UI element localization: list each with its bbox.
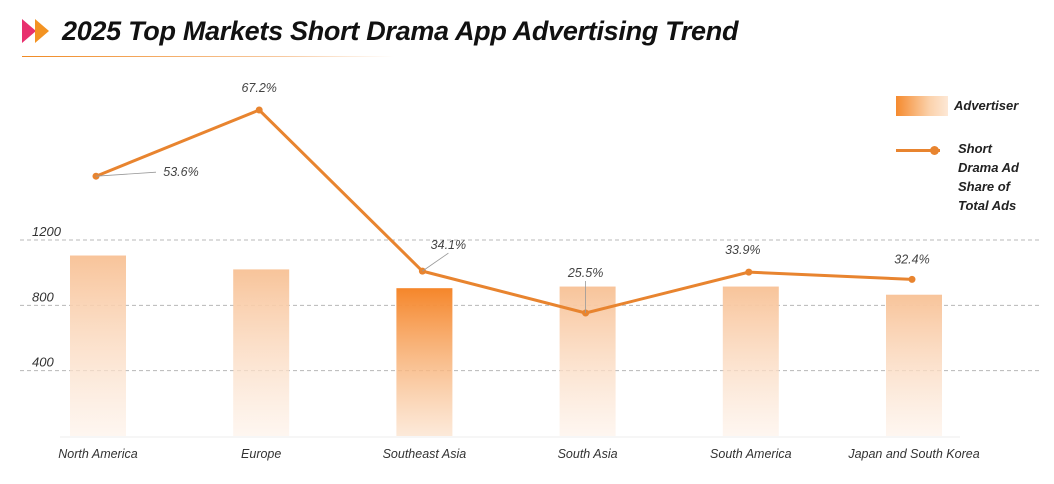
bar-series [70, 255, 942, 436]
bar [233, 269, 290, 436]
x-category-label: Japan and South Korea [847, 447, 979, 461]
y-tick-label: 400 [32, 355, 54, 370]
label-leader-line [422, 252, 449, 272]
label-leader-line [95, 171, 157, 177]
x-category-label: Southeast Asia [383, 447, 467, 461]
data-labels: 53.6% 67.2% 34.1% 25.5% 33.9% 32.4% [95, 81, 930, 313]
legend: Advertiser Short Drama Ad Share of Total… [896, 96, 1046, 215]
line-point [908, 275, 916, 283]
legend-bar-swatch [896, 96, 948, 116]
x-category-label: Europe [241, 447, 281, 461]
bar [70, 255, 126, 436]
bar [396, 288, 453, 436]
legend-label-advertiser: Advertiser [954, 98, 1019, 113]
line-series [92, 106, 916, 317]
data-label: 53.6% [163, 165, 198, 179]
line-point [255, 106, 263, 114]
x-axis-categories: North America Europe Southeast Asia South A… [58, 447, 979, 461]
data-label: 34.1% [431, 238, 466, 252]
legend-label-share: Short Drama Ad Share of Total Ads [958, 141, 1019, 213]
bar [886, 294, 942, 436]
data-label: 32.4% [894, 252, 929, 266]
x-category-label: South Asia [558, 447, 618, 461]
data-label: 33.9% [725, 243, 760, 257]
legend-item-advertiser: Advertiser [896, 96, 1046, 116]
share-line [95, 108, 913, 315]
line-point [745, 268, 753, 276]
bar [722, 286, 779, 436]
y-tick-label: 800 [32, 289, 54, 304]
x-category-label: North America [58, 447, 137, 461]
y-tick-label: 1200 [32, 224, 62, 239]
chart-title: 2025 Top Markets Short Drama App Adverti… [62, 15, 739, 46]
grid-lines [20, 239, 1040, 438]
brand-logo-icon [22, 19, 49, 43]
data-label: 67.2% [241, 81, 276, 95]
title-underline [22, 56, 394, 57]
legend-item-share: Short Drama Ad Share of Total Ads [896, 141, 1046, 215]
y-axis-ticks: 400 800 1200 [32, 224, 62, 370]
data-label: 25.5% [567, 266, 603, 280]
header: 2025 Top Markets Short Drama App Adverti… [22, 14, 738, 48]
legend-line-swatch [896, 146, 944, 166]
x-category-label: South America [710, 447, 792, 461]
